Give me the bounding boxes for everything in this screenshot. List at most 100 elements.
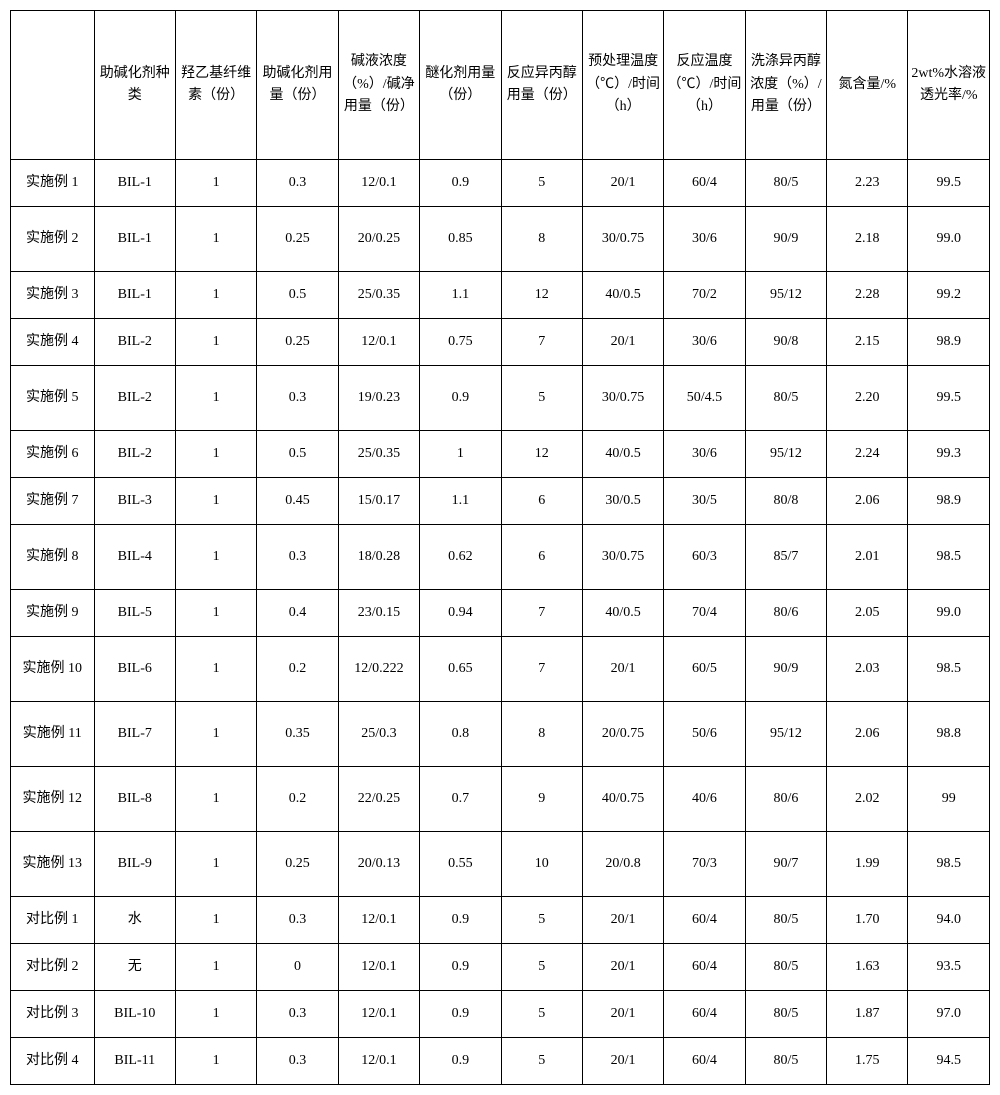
cell: 1 [175,944,256,991]
cell: 0.94 [420,590,501,637]
col-header-2: 羟乙基纤维素（份） [175,11,256,160]
cell: 25/0.35 [338,431,419,478]
cell: 50/6 [664,702,745,767]
cell: 95/12 [745,702,826,767]
cell: 0.55 [420,832,501,897]
cell: 20/0.13 [338,832,419,897]
cell: 12/0.1 [338,319,419,366]
cell: 80/6 [745,590,826,637]
cell: 0.9 [420,897,501,944]
cell: 0.3 [257,160,338,207]
cell: 90/8 [745,319,826,366]
cell: 1.1 [420,272,501,319]
cell: 98.9 [908,478,990,525]
cell: 50/4.5 [664,366,745,431]
cell: 0.9 [420,366,501,431]
cell: 0.3 [257,525,338,590]
cell: 实施例 12 [11,767,95,832]
cell: 1 [175,1038,256,1085]
cell: 94.5 [908,1038,990,1085]
table-row: 实施例 8BIL-410.318/0.280.62630/0.7560/385/… [11,525,990,590]
cell: 0.5 [257,272,338,319]
cell: 93.5 [908,944,990,991]
cell: 10 [501,832,582,897]
cell: BIL-6 [94,637,175,702]
cell: 19/0.23 [338,366,419,431]
cell: BIL-11 [94,1038,175,1085]
cell: 99.3 [908,431,990,478]
table-body: 实施例 1BIL-110.312/0.10.9520/160/480/52.23… [11,160,990,1085]
table-row: 实施例 12BIL-810.222/0.250.7940/0.7540/680/… [11,767,990,832]
cell: 40/0.75 [582,767,663,832]
col-header-4: 碱液浓度（%）/碱净用量（份） [338,11,419,160]
cell: BIL-5 [94,590,175,637]
cell: 30/6 [664,319,745,366]
col-header-10: 氮含量/% [827,11,908,160]
cell: 60/4 [664,1038,745,1085]
cell: 30/0.75 [582,366,663,431]
cell: 1 [175,207,256,272]
table-row: 对比例 2无1012/0.10.9520/160/480/51.6393.5 [11,944,990,991]
cell: BIL-2 [94,319,175,366]
cell: 25/0.35 [338,272,419,319]
col-header-1: 助碱化剂种类 [94,11,175,160]
cell: 20/1 [582,944,663,991]
table-row: 实施例 5BIL-210.319/0.230.9530/0.7550/4.580… [11,366,990,431]
cell: 5 [501,897,582,944]
cell: 1 [175,319,256,366]
cell: 5 [501,160,582,207]
cell: BIL-1 [94,160,175,207]
cell: 1 [175,590,256,637]
cell: 实施例 2 [11,207,95,272]
cell: 70/4 [664,590,745,637]
cell: BIL-9 [94,832,175,897]
cell: 1 [175,431,256,478]
table-row: 实施例 1BIL-110.312/0.10.9520/160/480/52.23… [11,160,990,207]
cell: BIL-2 [94,366,175,431]
cell: 2.05 [827,590,908,637]
cell: 7 [501,319,582,366]
cell: BIL-4 [94,525,175,590]
col-header-6: 反应异丙醇用量（份） [501,11,582,160]
cell: 0.62 [420,525,501,590]
cell: 0.2 [257,767,338,832]
table-row: 实施例 11BIL-710.3525/0.30.8820/0.7550/695/… [11,702,990,767]
cell: 1.63 [827,944,908,991]
cell: 2.03 [827,637,908,702]
cell: 99.5 [908,160,990,207]
cell: 2.15 [827,319,908,366]
cell: 对比例 4 [11,1038,95,1085]
cell: 1.70 [827,897,908,944]
cell: BIL-7 [94,702,175,767]
table-row: 实施例 7BIL-310.4515/0.171.1630/0.530/580/8… [11,478,990,525]
cell: 0.3 [257,897,338,944]
cell: 0.25 [257,207,338,272]
cell: 60/3 [664,525,745,590]
cell: 20/0.8 [582,832,663,897]
cell: 40/6 [664,767,745,832]
cell: 12/0.1 [338,944,419,991]
cell: 12/0.1 [338,897,419,944]
cell: 实施例 9 [11,590,95,637]
cell: 实施例 8 [11,525,95,590]
cell: 6 [501,525,582,590]
cell: 0.3 [257,991,338,1038]
cell: 1 [175,897,256,944]
cell: 实施例 5 [11,366,95,431]
cell: 30/6 [664,431,745,478]
cell: 实施例 11 [11,702,95,767]
cell: 7 [501,637,582,702]
table-header: 助碱化剂种类羟乙基纤维素（份）助碱化剂用量（份）碱液浓度（%）/碱净用量（份）醚… [11,11,990,160]
cell: 1.1 [420,478,501,525]
cell: 90/9 [745,637,826,702]
cell: 7 [501,590,582,637]
cell: 25/0.3 [338,702,419,767]
cell: 12 [501,272,582,319]
cell: 5 [501,944,582,991]
cell: 1 [175,366,256,431]
cell: 99 [908,767,990,832]
cell: 2.28 [827,272,908,319]
cell: 0.25 [257,319,338,366]
cell: 0.25 [257,832,338,897]
cell: 80/5 [745,944,826,991]
